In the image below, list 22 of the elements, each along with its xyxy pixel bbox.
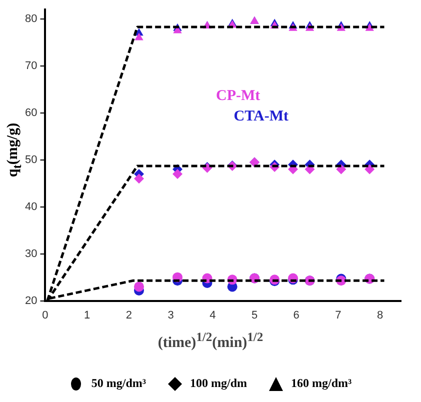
y-tick-label: 40 [24, 200, 38, 213]
y-tick-label: 70 [24, 60, 38, 72]
x-tick-label: 8 [377, 309, 384, 322]
y-tick-label: 30 [24, 248, 38, 260]
x-tick-label: 2 [126, 309, 132, 322]
x-axis-title: (time)$^{1/2}$(min)$^{1/2}$ [156, 330, 264, 352]
x-tick-label: 1 [84, 309, 90, 322]
text: 50 mg/dm³ [91, 376, 146, 391]
x-tick-label: 0 [42, 309, 48, 322]
text: 100 mg/dm [190, 376, 247, 391]
x-tick-label: 5 [251, 309, 258, 322]
x-tick-label: 7 [335, 309, 342, 322]
x-tick-label: 4 [210, 309, 216, 322]
x-tick-label: 6 [293, 309, 300, 322]
annotation: CTA-Mt [234, 108, 289, 124]
y-tick-label: 80 [24, 13, 38, 26]
y-tick-label: 20 [24, 294, 38, 307]
y-tick-label: 60 [24, 106, 38, 119]
y-tick-label: 50 [24, 154, 38, 166]
x-tick-label: 3 [168, 309, 174, 322]
text: 160 mg/dm³ [291, 376, 352, 391]
annotation: CP-Mt [216, 88, 260, 104]
